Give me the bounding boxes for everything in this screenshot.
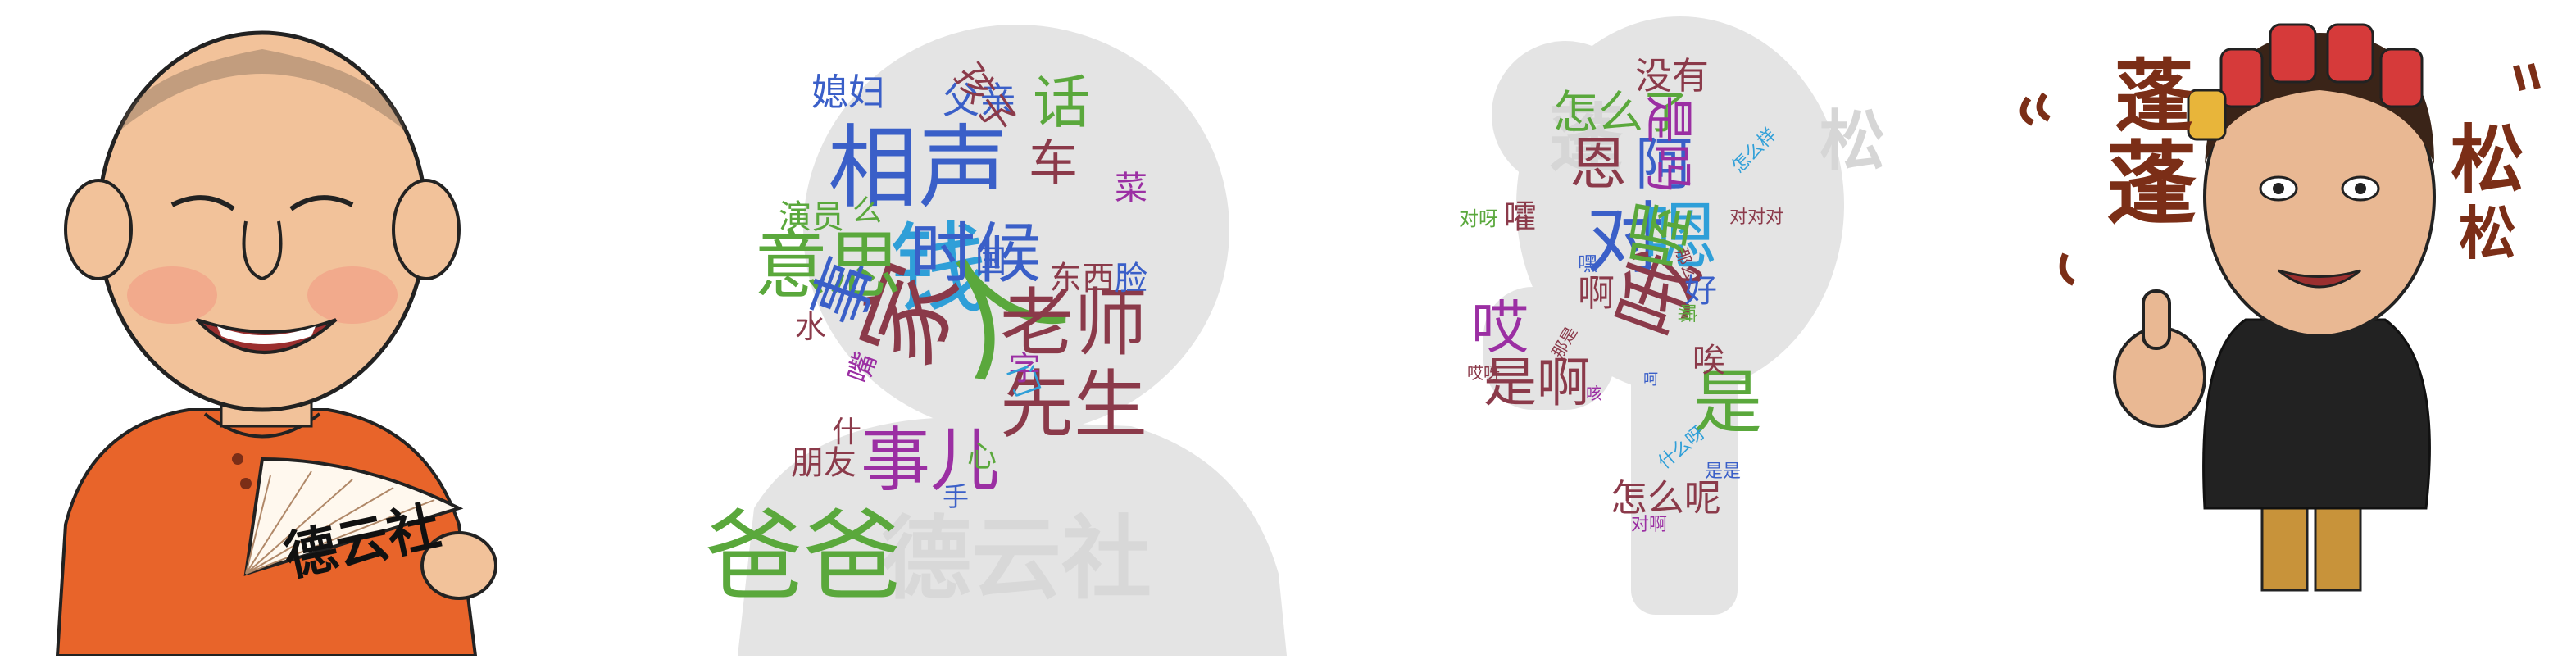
left-cloud-word: 脸 <box>1115 260 1147 298</box>
left-cloud-word: 先生 <box>1000 362 1147 448</box>
left-cloud-word: 字 <box>1008 350 1041 388</box>
right-cloud-word: 对呀 <box>1459 207 1498 230</box>
right-cloud-word: 怎么样 <box>1728 124 1781 178</box>
word-cloud-left: 德云社 相声钱人家爸爸 老师 先生 事儿 意思 时候话车事媳妇 父亲 孩子菜演员么国东西脸水嘴… <box>705 0 1311 656</box>
left-cloud-word: 父亲 <box>943 79 1017 122</box>
left-cloud-word: 媳妇 <box>811 70 886 114</box>
left-cloud-word: 心 <box>967 440 997 474</box>
word-cloud-left-words: 相声钱人家爸爸 老师 先生 事儿 意思 时候话车事媳妇 父亲 孩子菜演员么国东西脸水嘴字门什朋… <box>705 0 1311 656</box>
left-cloud-word: 菜 <box>1115 170 1147 207</box>
right-cloud-word: 恩 <box>1570 130 1627 198</box>
word-cloud-right: 蓬 松 没有 怎么了恩阿是吗对嗯哦喔是哎是啊啊好唉怎么呢嚯对呀 怎么样 对对对嘿嘛哎呀… <box>1361 0 1934 656</box>
right-cloud-word: 没有 <box>1635 54 1710 98</box>
left-cloud-word: 朋友 <box>791 444 856 482</box>
comedian-caricature-right: 蓬 蓬 松 松 <box>2000 0 2576 656</box>
left-cloud-word: 爸爸 <box>705 500 902 614</box>
right-cloud-word: 嗯 <box>1643 194 1717 280</box>
right-cloud-word: 是吗 <box>1639 94 1697 193</box>
svg-text:蓬: 蓬 <box>1549 95 1623 182</box>
right-cloud-word: 嘿 <box>1578 252 1597 275</box>
comedian-caricature-left: 德云社 <box>0 0 508 657</box>
svg-text:德云社: 德云社 <box>881 506 1152 611</box>
left-cloud-word: 演员 <box>779 198 844 236</box>
right-cloud-word: 啊 <box>1578 271 1615 315</box>
caricature-drawing <box>55 30 497 657</box>
left-cloud-word: 东西 <box>1049 260 1115 298</box>
silhouette-shape-right: 蓬 松 <box>1483 16 1885 615</box>
silhouette-shape: 德云社 <box>738 25 1287 656</box>
right-cloud-word: 唉 <box>1692 342 1725 379</box>
left-cloud-word: 相声 <box>828 116 1008 220</box>
left-cloud-word: 手 <box>943 481 970 512</box>
calligraphy-char-3: 松 <box>2451 116 2524 203</box>
right-cloud-word: 哎呀 <box>1467 363 1500 383</box>
left-cloud-word: 钱 <box>889 213 988 327</box>
left-cloud-word: 国 <box>975 243 1007 280</box>
svg-text:松: 松 <box>1820 102 1885 180</box>
left-cloud-word: 车 <box>1029 135 1078 193</box>
left-cloud-word: 老师 <box>1000 280 1147 366</box>
curlers-caricature-drawing <box>2019 23 2541 592</box>
left-cloud-word: 什 <box>832 416 862 449</box>
right-cloud-word: 好 <box>1684 272 1717 310</box>
right-cloud-word: 什么呀 <box>1654 423 1710 474</box>
left-cloud-word: 意思 <box>754 223 902 309</box>
right-cloud-word: 对对对 <box>1729 207 1784 228</box>
right-cloud-word: 对啊 <box>1631 515 1668 535</box>
calligraphy-char-2: 蓬 <box>2106 131 2197 237</box>
left-cloud-word: 事儿 <box>861 420 1001 502</box>
left-cloud-word: 么 <box>852 194 883 228</box>
right-cloud-word: 嚯 <box>1504 198 1537 236</box>
right-cloud-word: 怎么了 <box>1553 86 1689 139</box>
right-cloud-word: 阿 <box>1635 130 1692 198</box>
left-cloud-word: 时候 <box>910 216 1041 292</box>
left-cloud-word: 嘴 <box>842 348 884 388</box>
right-cloud-word: 是 <box>1692 363 1763 444</box>
right-cloud-word: 呵 <box>1643 371 1658 389</box>
calligraphy-char-4: 松 <box>2459 199 2516 267</box>
right-cloud-word: 怎么呢 <box>1611 476 1722 520</box>
right-cloud-word: 是啊 <box>1483 352 1591 414</box>
right-cloud-word: 是是 <box>1705 461 1742 482</box>
right-cloud-word: 嘛 <box>1675 303 1698 323</box>
right-cloud-word: 哎 <box>1471 294 1529 361</box>
word-cloud-right-words: 没有 怎么了恩阿是吗对嗯哦喔是哎是啊啊好唉怎么呢嚯对呀 怎么样 对对对嘿嘛哎呀 那是 什么… <box>1361 0 1934 656</box>
left-cloud-word: 话 <box>1033 69 1090 136</box>
left-cloud-word: 水 <box>795 309 827 345</box>
right-cloud-word: 对 <box>1586 194 1665 284</box>
calligraphy-char-1: 蓬 <box>2115 50 2193 143</box>
right-cloud-word: 咳 <box>1586 384 1602 403</box>
